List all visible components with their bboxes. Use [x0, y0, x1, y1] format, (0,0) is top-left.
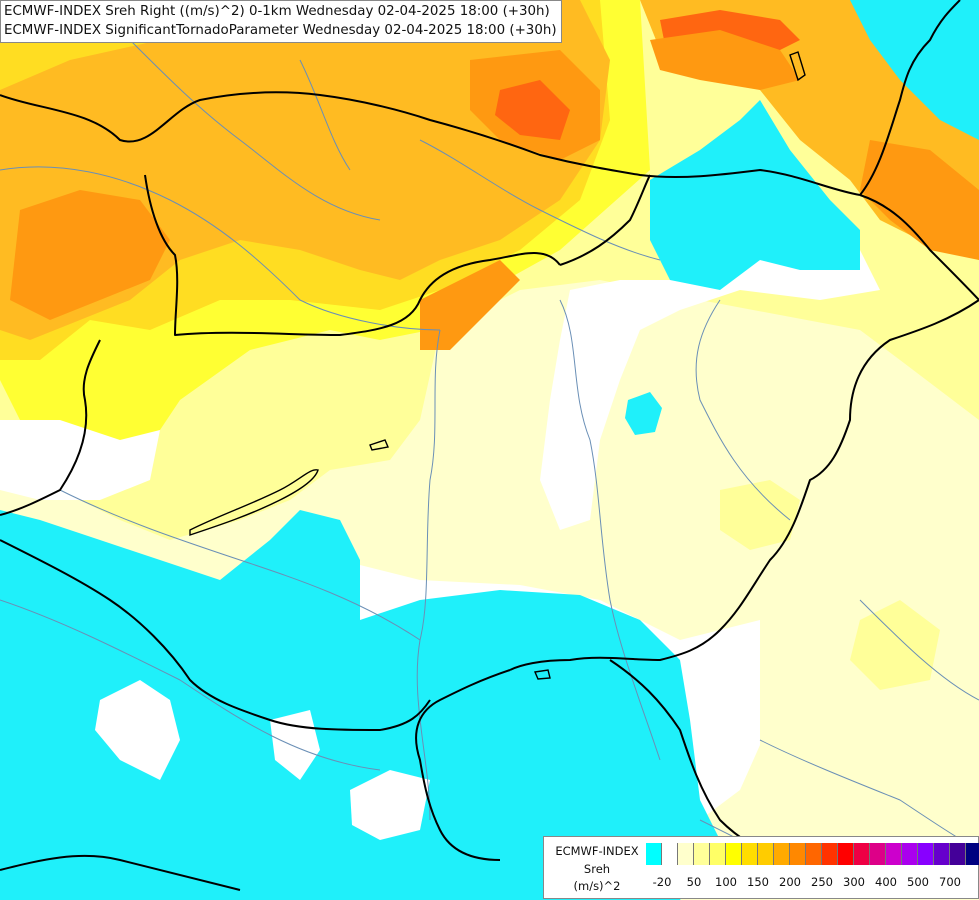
legend-swatch [742, 843, 758, 865]
legend-swatch [902, 843, 918, 865]
field-white-central [540, 250, 880, 530]
legend-swatch [854, 843, 870, 865]
legend-tick-label: 700 [939, 875, 961, 889]
legend-swatch [886, 843, 902, 865]
legend-swatch [678, 843, 694, 865]
legend-tick-label: -20 [652, 875, 672, 889]
title-line-2: ECMWF-INDEX SignificantTornadoParameter … [4, 23, 557, 38]
field-yellow-se-2 [720, 480, 800, 550]
legend-swatch [950, 843, 966, 865]
field-yellow-se-1 [850, 600, 940, 690]
legend-tick-label: 250 [811, 875, 833, 889]
legend-header: ECMWF-INDEX [555, 844, 639, 858]
legend-swatch [662, 843, 678, 865]
legend-swatch [918, 843, 934, 865]
lakes [189, 51, 806, 680]
legend-tick-label: 100 [715, 875, 737, 889]
legend-swatch [806, 843, 822, 865]
legend-swatch [758, 843, 774, 865]
field-cyan-lake [625, 392, 662, 435]
field-cyan-ne [850, 0, 979, 140]
legend-tick-label: 300 [843, 875, 865, 889]
field-orange-deep-3 [420, 260, 520, 350]
legend-tick-label: 400 [875, 875, 897, 889]
field-orange-deep-5 [650, 30, 800, 90]
legend-swatch [822, 843, 838, 865]
legend-swatch [646, 843, 662, 865]
legend-tick-label: 150 [747, 875, 769, 889]
field-orange-deep-4 [860, 140, 979, 260]
legend-tick-label: 50 [686, 875, 702, 889]
field-white-sw [0, 420, 160, 500]
legend-swatch [838, 843, 854, 865]
field-red-orange-1 [495, 80, 570, 140]
title-line-1: ECMWF-INDEX Sreh Right ((m/s)^2) 0-1km W… [4, 4, 550, 19]
color-legend: ECMWF-INDEX Sreh (m/s)^2 -20 50 100 150 200 2… [543, 836, 979, 899]
legend-swatch [726, 843, 742, 865]
legend-tick-label: 200 [779, 875, 801, 889]
legend-variable: Sreh [583, 862, 611, 876]
field-white-in-cyan-2 [350, 770, 430, 840]
legend-swatch [870, 843, 886, 865]
map-title-box: ECMWF-INDEX Sreh Right ((m/s)^2) 0-1km W… [0, 0, 562, 43]
legend-swatch [710, 843, 726, 865]
legend-swatch [774, 843, 790, 865]
legend-swatch [790, 843, 806, 865]
rivers [0, 39, 979, 881]
legend-unit: (m/s)^2 [573, 879, 621, 893]
legend-color-bar [646, 843, 979, 865]
legend-swatch [966, 843, 979, 865]
field-orange-deep [10, 190, 170, 320]
field-cyan-south [0, 510, 720, 900]
field-white-in-cyan-1 [95, 680, 180, 780]
legend-swatch [694, 843, 710, 865]
field-cyan-north [650, 100, 860, 290]
legend-swatch [934, 843, 950, 865]
legend-tick-label: 500 [907, 875, 929, 889]
